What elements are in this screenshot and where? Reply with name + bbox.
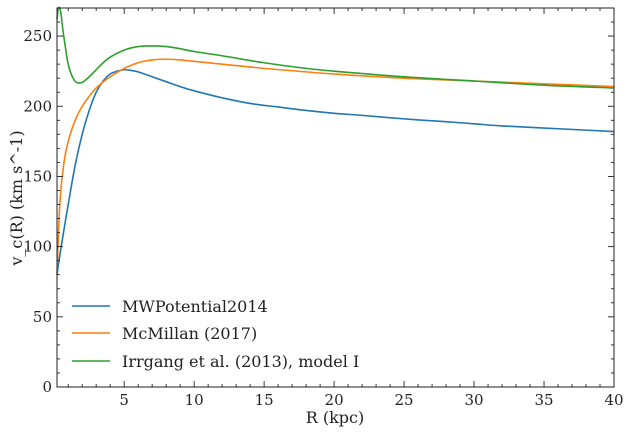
y-tick-label: 200 (23, 97, 52, 115)
y-tick-label: 50 (33, 308, 52, 326)
x-tick-label: 5 (119, 391, 129, 409)
x-tick-label: 20 (325, 391, 344, 409)
x-tick-label: 40 (604, 391, 623, 409)
y-axis-label: v_c(R) (km s^-1) (7, 130, 26, 266)
legend-label-mwpotential2014: MWPotential2014 (122, 297, 268, 316)
x-tick-label: 15 (255, 391, 274, 409)
plot-frame (56, 7, 615, 388)
x-axis-label: R (kpc) (306, 408, 365, 427)
series-line-mwpotential2014 (56, 68, 615, 275)
legend-label-mcmillan-2017: McMillan (2017) (122, 324, 257, 343)
y-tick-label: 150 (23, 167, 52, 185)
curves-layer (56, 6, 615, 275)
series-line-irrgang-et-al-2013-model-i (56, 6, 615, 89)
ticks-layer (57, 8, 615, 388)
x-tick-label: 35 (534, 391, 553, 409)
y-tick-label: 100 (23, 238, 52, 256)
series-line-mcmillan-2017 (56, 58, 615, 275)
legend-label-irrgang-2013: Irrgang et al. (2013), model I (122, 352, 359, 371)
tick-labels-layer: 5 10 15 20 25 30 35 40 0 50 100 150 200 250 (23, 27, 623, 409)
legend: MWPotential2014 McMillan (2017) Irrgang … (72, 297, 359, 371)
y-tick-label: 250 (23, 27, 52, 45)
y-tick-label: 0 (42, 378, 52, 396)
x-tick-label: 25 (395, 391, 414, 409)
x-tick-label: 30 (465, 391, 484, 409)
x-tick-label: 10 (185, 391, 204, 409)
